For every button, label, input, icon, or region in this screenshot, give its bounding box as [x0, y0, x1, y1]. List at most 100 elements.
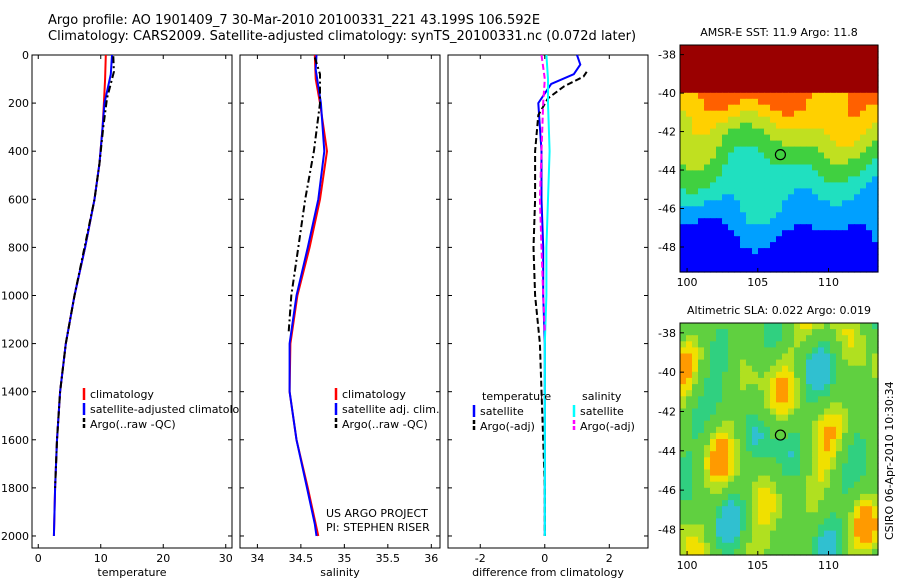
map-cell — [770, 408, 777, 416]
map-cell — [716, 254, 723, 261]
map-cell — [812, 86, 819, 94]
map-cell — [836, 98, 843, 106]
map-cell — [728, 122, 735, 130]
map-cell — [692, 371, 699, 379]
map-cell — [686, 164, 693, 172]
map-cell — [740, 347, 747, 355]
map-cell — [824, 493, 831, 501]
map-cell — [866, 236, 873, 243]
map-cell — [866, 487, 873, 495]
map-cell — [728, 254, 735, 261]
map-cell — [722, 254, 729, 261]
map-cell — [860, 396, 867, 403]
map-cell — [770, 518, 777, 526]
map-cell — [860, 224, 867, 231]
map-cell — [854, 206, 861, 213]
map-cell — [860, 236, 867, 243]
map-cell — [848, 445, 855, 452]
map-cell — [728, 341, 735, 348]
map-cell — [710, 445, 717, 452]
map-cell — [764, 445, 771, 452]
map-cell — [824, 390, 831, 397]
map-cell — [860, 51, 867, 58]
map-cell — [740, 432, 747, 440]
map-cell — [776, 469, 783, 477]
map-cell — [722, 439, 729, 446]
map-cell — [854, 236, 861, 243]
map-cell — [854, 323, 861, 330]
map-cell — [818, 457, 825, 464]
map-cell — [782, 74, 789, 82]
map-cell — [734, 396, 741, 403]
map-cell — [746, 371, 753, 379]
map-cell — [704, 86, 711, 94]
map-cell — [680, 487, 687, 495]
map-cell — [818, 323, 825, 330]
map-cell — [734, 74, 741, 82]
map-cell — [800, 377, 807, 385]
map-cell — [764, 457, 771, 464]
map-cell — [710, 45, 717, 52]
map-cell — [776, 396, 783, 403]
map-cell — [854, 487, 861, 495]
map-cell — [758, 146, 765, 154]
map-cell — [758, 164, 765, 172]
map-cell — [818, 347, 825, 355]
map-cell — [866, 92, 873, 100]
legend-label: Argo(-adj) — [580, 420, 635, 433]
map-cell — [860, 341, 867, 348]
map-cell — [830, 530, 837, 538]
map-cell — [860, 335, 867, 342]
map-cell — [830, 134, 837, 142]
map-cell — [734, 408, 741, 416]
map-cell — [764, 469, 771, 477]
map-cell — [806, 140, 813, 148]
map-cell — [752, 68, 759, 76]
map-cell — [848, 512, 855, 519]
map-cell — [746, 236, 753, 243]
map-cell — [740, 248, 747, 255]
map-cell — [734, 530, 741, 538]
map-cell — [698, 542, 705, 550]
map-cell — [692, 128, 699, 136]
map-cell — [704, 152, 711, 160]
map-cell — [830, 62, 837, 70]
map-cell — [752, 188, 759, 195]
map-cell — [848, 432, 855, 440]
map-cell — [692, 200, 699, 207]
map-cell — [854, 469, 861, 477]
map-cell — [818, 110, 825, 118]
map-cell — [728, 426, 735, 434]
map-cell — [728, 51, 735, 58]
map-cell — [776, 377, 783, 385]
map-cell — [830, 236, 837, 243]
map-cell — [698, 266, 705, 273]
map-cell — [788, 432, 795, 440]
map-cell — [698, 353, 705, 361]
map-cell — [800, 439, 807, 446]
map-cell — [716, 402, 723, 410]
map-cell — [716, 475, 723, 483]
map-cell — [680, 86, 687, 94]
map-cell — [848, 323, 855, 330]
map-cell — [866, 74, 873, 82]
map-cell — [752, 487, 759, 495]
x-tick-label: 10 — [94, 552, 108, 565]
map-cell — [788, 254, 795, 261]
map-cell — [854, 68, 861, 76]
x-tick-label: 110 — [818, 559, 839, 572]
map-cell — [830, 170, 837, 177]
map-cell — [698, 445, 705, 452]
map-cell — [686, 377, 693, 385]
map-cell — [794, 518, 801, 526]
map-cell — [800, 164, 807, 172]
map-cell — [776, 266, 783, 273]
map-cell — [854, 390, 861, 397]
map-cell — [764, 481, 771, 489]
map-cell — [788, 152, 795, 160]
map-cell — [866, 200, 873, 207]
map-cell — [752, 128, 759, 136]
map-cell — [728, 371, 735, 379]
map-cell — [866, 463, 873, 471]
map-cell — [782, 242, 789, 249]
